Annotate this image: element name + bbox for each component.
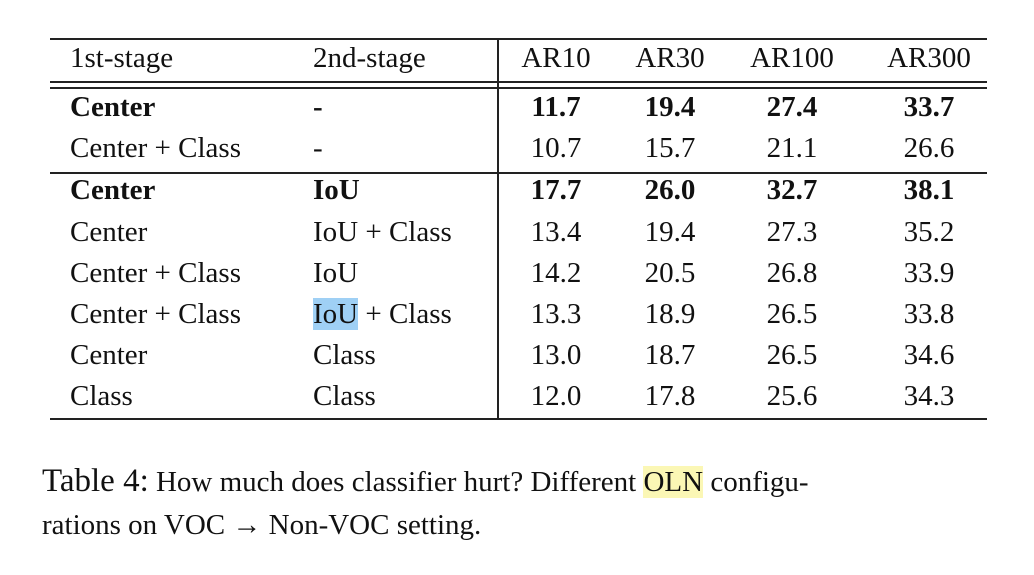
table-cell: 26.8 <box>766 257 818 289</box>
table-cell: 20.5 <box>644 257 696 289</box>
table-cell: Class <box>313 339 376 371</box>
table-cell: 26.5 <box>766 298 818 330</box>
table-cell: 18.9 <box>644 298 696 330</box>
table-cell: Center <box>70 174 156 206</box>
table-cell: 27.4 <box>766 91 818 123</box>
table-cell: 33.8 <box>903 298 955 330</box>
table-cell: 13.3 <box>530 298 582 330</box>
header-cell: AR30 <box>635 42 705 74</box>
table-cell: 32.7 <box>766 174 818 206</box>
table-cell: Center + Class <box>70 298 241 330</box>
table-cell: 17.7 <box>530 174 582 206</box>
caption-text: How much does classifier hurt? Different… <box>156 466 809 498</box>
header-cell: 2nd-stage <box>313 42 426 74</box>
table-cell: 21.1 <box>766 132 818 164</box>
table-cell: Class <box>313 380 376 412</box>
table-cell: 15.7 <box>644 132 696 164</box>
rule-bottom <box>50 418 987 420</box>
rule-top <box>50 38 987 40</box>
table-cell: 33.9 <box>903 257 955 289</box>
rule-vertical <box>497 38 499 419</box>
table-cell: Center + Class <box>70 257 241 289</box>
table-cell: 10.7 <box>530 132 582 164</box>
table-cell: 11.7 <box>531 91 581 123</box>
table-cell: 27.3 <box>766 216 818 248</box>
table-cell: Center + Class <box>70 132 241 164</box>
caption-line: Table 4: How much does classifier hurt? … <box>42 463 809 500</box>
text-segment: + Class <box>358 298 452 330</box>
table-cell: 17.8 <box>644 380 696 412</box>
table-cell: 26.0 <box>644 174 696 206</box>
table-cell: Class <box>70 380 133 412</box>
table-cell: 33.7 <box>903 91 955 123</box>
table-cell: 35.2 <box>903 216 955 248</box>
table-cell: - <box>313 132 323 164</box>
text-segment: configu- <box>703 466 809 498</box>
text-segment: How much does classifier hurt? Different <box>155 466 644 498</box>
table-cell: 34.3 <box>903 380 955 412</box>
table-cell: Center <box>70 216 148 248</box>
table-cell: 13.0 <box>530 339 582 371</box>
table-cell: - <box>313 91 323 123</box>
header-cell: AR10 <box>521 42 591 74</box>
rule-group <box>50 172 987 174</box>
table-cell: IoU + Class <box>313 216 452 248</box>
highlight: IoU <box>313 298 359 330</box>
table-cell: 12.0 <box>530 380 582 412</box>
header-cell: 1st-stage <box>70 42 174 74</box>
caption-label: Table 4: <box>42 463 149 499</box>
table-cell: IoU + Class <box>313 297 452 331</box>
rule-header <box>50 81 987 83</box>
table-cell: 14.2 <box>530 257 582 289</box>
table-cell: 19.4 <box>644 91 696 123</box>
table-cell: IoU <box>313 257 359 289</box>
rule-header <box>50 87 987 89</box>
table-cell: 26.6 <box>903 132 955 164</box>
table-cell: Center <box>70 91 156 123</box>
table-cell: 34.6 <box>903 339 955 371</box>
table-cell: 18.7 <box>644 339 696 371</box>
header-cell: AR100 <box>750 42 834 74</box>
table-cell: 25.6 <box>766 380 818 412</box>
table-cell: 26.5 <box>766 339 818 371</box>
table-cell: Center <box>70 339 148 371</box>
table-cell: 38.1 <box>903 174 955 206</box>
table-cell: IoU <box>313 174 360 206</box>
highlight: OLN <box>643 466 704 498</box>
table-cell: 13.4 <box>530 216 582 248</box>
caption-line: rations on VOC → Non-VOC setting. <box>42 509 482 541</box>
table-cell: 19.4 <box>644 216 696 248</box>
header-cell: AR300 <box>887 42 971 74</box>
